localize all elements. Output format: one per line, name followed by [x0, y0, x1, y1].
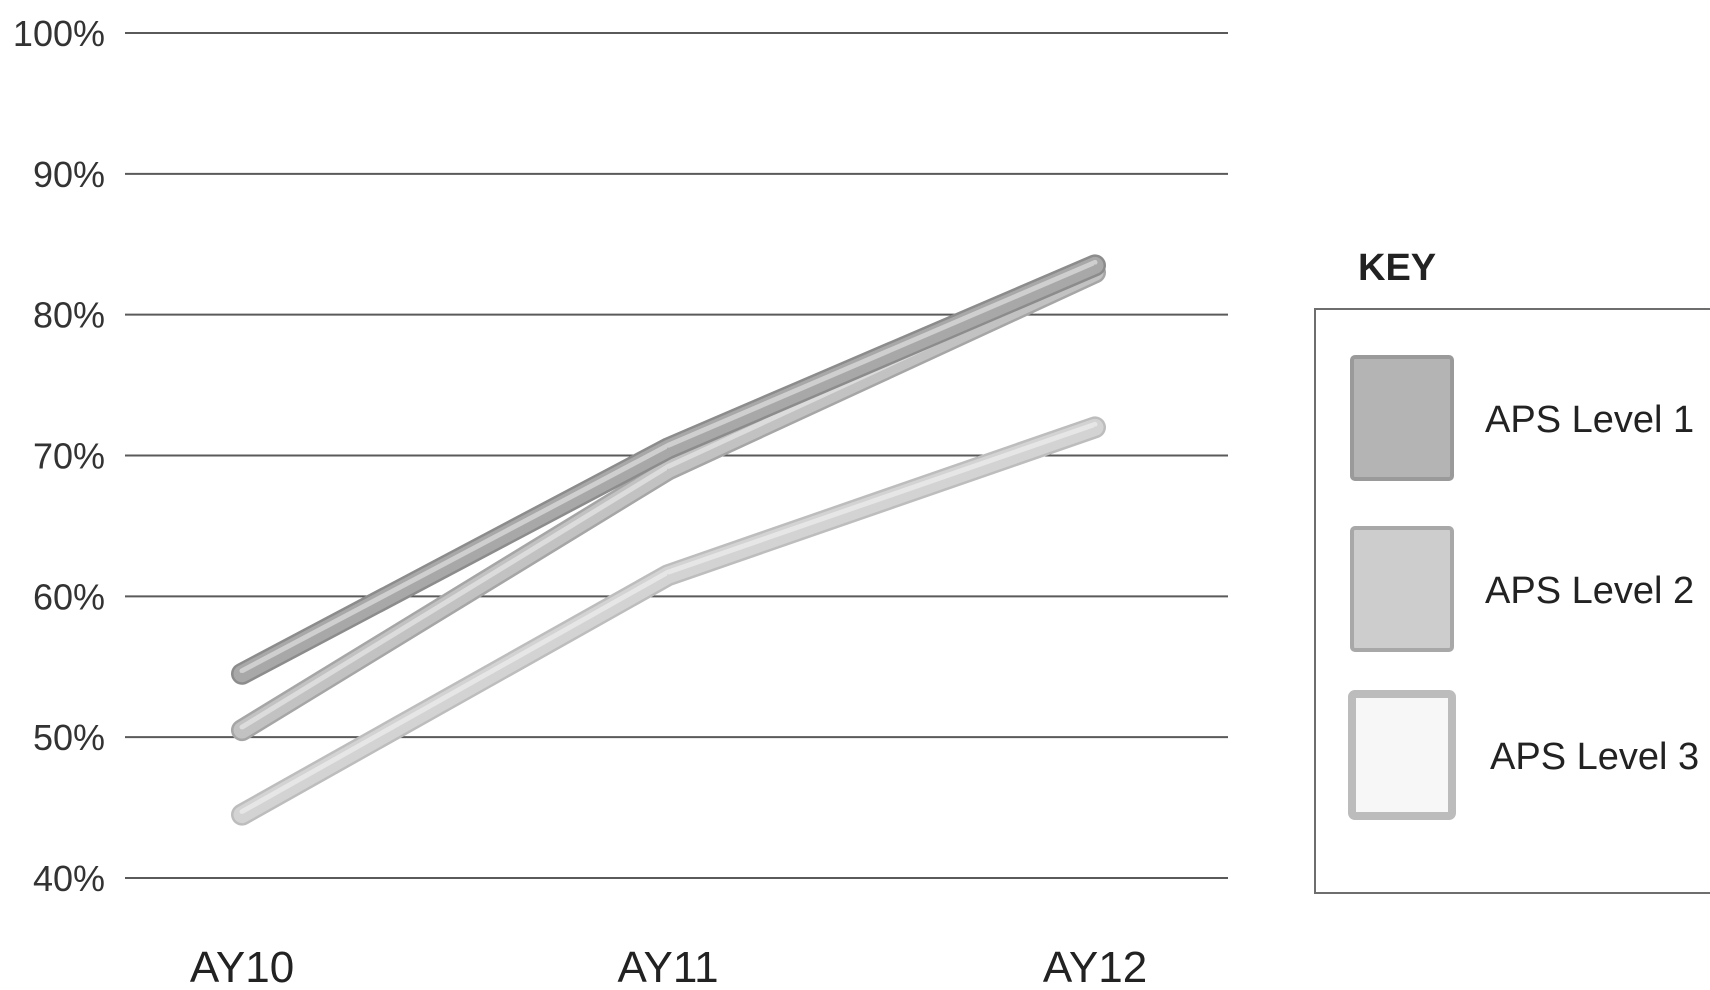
series-1-group: [231, 254, 1106, 685]
y-tick-label: 80%: [33, 295, 105, 336]
y-tick-label: 90%: [33, 154, 105, 195]
legend-label: APS Level 3: [1490, 736, 1699, 778]
legend-label: APS Level 2: [1485, 570, 1694, 612]
legend-label: APS Level 1: [1485, 399, 1694, 441]
data-point: [667, 447, 669, 450]
x-tick-label: AY10: [190, 943, 294, 990]
series-line-highlight: [239, 259, 1098, 674]
y-tick-label: 70%: [33, 436, 105, 477]
y-tick-label: 100%: [13, 13, 105, 54]
data-point: [241, 729, 243, 732]
legend-item: APS Level 1: [1350, 355, 1694, 481]
x-tick-label: AY12: [1043, 943, 1147, 990]
data-point: [1094, 426, 1096, 429]
data-point: [241, 813, 243, 816]
data-point: [1094, 264, 1096, 267]
series-line-highlight: [239, 421, 1098, 815]
series-line: [233, 418, 1104, 824]
legend-item: APS Level 3: [1348, 690, 1699, 820]
legend-swatch: [1348, 690, 1456, 820]
legend-swatch: [1350, 355, 1454, 481]
series-line-shadow: [231, 416, 1106, 826]
legend-title: KEY: [1358, 247, 1436, 289]
series-3-group: [231, 416, 1106, 826]
y-tick-label: 40%: [33, 858, 105, 899]
series-lines: [231, 254, 1106, 826]
legend-item: APS Level 2: [1350, 526, 1694, 652]
y-axis-tick-labels: 100% 90% 80% 70% 60% 50% 40%: [13, 13, 105, 899]
data-point: [667, 574, 669, 577]
data-point: [241, 672, 243, 675]
series-2-group: [231, 261, 1106, 742]
y-tick-label: 50%: [33, 717, 105, 758]
legend: KEY APS Level 1 APS Level 2 APS Level 3: [1314, 247, 1710, 894]
gridlines: [125, 32, 1228, 879]
legend-swatch: [1350, 526, 1454, 652]
x-axis-category-labels: AY10 AY11 AY12: [190, 943, 1147, 990]
x-tick-label: AY11: [617, 943, 718, 990]
y-tick-label: 60%: [33, 576, 105, 617]
data-point: [667, 468, 669, 471]
